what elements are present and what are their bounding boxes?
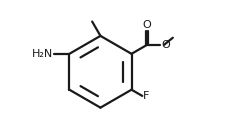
Text: H₂N: H₂N (32, 49, 54, 59)
Text: O: O (143, 20, 151, 30)
Text: F: F (143, 91, 149, 101)
Text: O: O (161, 40, 170, 50)
